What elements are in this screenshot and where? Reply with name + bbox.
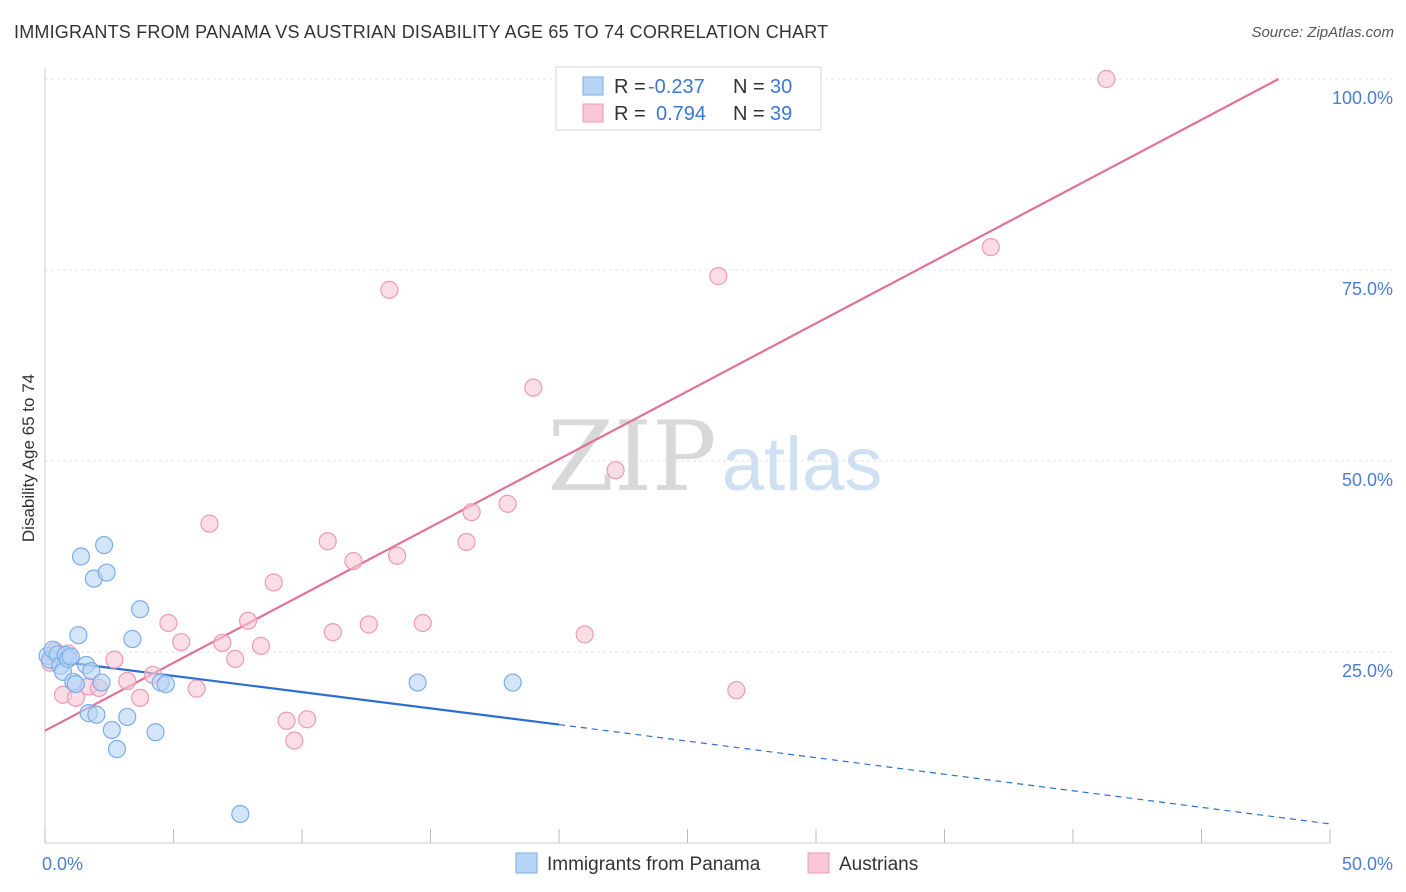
axes (44, 68, 1331, 844)
point-austrians-26 (359, 615, 378, 634)
legend-swatch-austrians (582, 103, 604, 123)
legend-n-value-panama: 30 (770, 76, 792, 98)
point-austrians-17 (238, 611, 258, 630)
point-panama-21 (102, 720, 121, 740)
series-legend: Immigrants from Panama Austrians (515, 852, 918, 875)
point-panama-26 (146, 723, 165, 742)
legend-n-label-panama: N = (733, 76, 765, 98)
point-panama-24 (123, 629, 142, 649)
point-austrians-24 (318, 532, 337, 551)
point-panama-30 (408, 673, 427, 692)
point-panama-22 (107, 739, 127, 759)
point-panama-10 (66, 674, 85, 694)
y-tick-label-25: 25.0% (1342, 661, 1393, 681)
point-austrians-40 (1097, 69, 1116, 89)
point-panama-23 (118, 707, 137, 727)
legend-n-value-austrians: 39 (770, 103, 792, 125)
point-panama-12 (71, 547, 91, 566)
point-panama-18 (92, 673, 111, 692)
watermark-atlas: atlas (722, 422, 883, 507)
point-austrians-23 (323, 623, 342, 642)
point-panama-20 (97, 563, 116, 582)
point-austrians-32 (498, 494, 517, 513)
tick-labels: 25.0% 50.0% 75.0% 100.0% 0.0% 50.0% (42, 88, 1393, 874)
point-austrians-13 (187, 679, 206, 698)
point-austrians-15 (213, 633, 232, 652)
correlation-legend: R = -0.237 N = 30 R = 0.794 N = 39 (555, 66, 822, 131)
source-credit: Source: ZipAtlas.com (1251, 24, 1394, 41)
point-panama-19 (95, 535, 114, 555)
y-tick-label-50: 50.0% (1342, 470, 1393, 490)
point-panama-31 (503, 673, 522, 692)
legend-n-label-austrians: N = (733, 103, 765, 125)
legend-r-value-austrians: 0.794 (656, 103, 706, 125)
trend-line-austrians (44, 78, 1280, 732)
point-austrians-19 (264, 573, 283, 592)
point-austrians-31 (462, 503, 481, 522)
point-austrians-8 (118, 671, 137, 691)
point-austrians-12 (172, 632, 191, 652)
bottom-legend-label-panama: Immigrants from Panama (547, 854, 761, 875)
trend-line-panama-extension (558, 723, 1331, 825)
bottom-legend-swatch-panama (515, 852, 538, 874)
y-axis-label: Disability Age 65 to 74 (19, 374, 38, 542)
point-austrians-9 (130, 688, 150, 707)
watermark: ZIP atlas (547, 401, 882, 513)
point-austrians-33 (524, 378, 543, 397)
point-austrians-18 (251, 636, 270, 655)
chart-title: IMMIGRANTS FROM PANAMA VS AUSTRIAN DISAB… (14, 22, 829, 42)
point-austrians-39 (981, 237, 1000, 257)
point-austrians-16 (226, 649, 245, 668)
point-austrians-20 (277, 711, 296, 730)
point-austrians-27 (380, 280, 399, 299)
point-austrians-30 (457, 532, 476, 552)
point-austrians-35 (606, 461, 625, 480)
grid-lines (45, 78, 1392, 653)
point-austrians-29 (413, 613, 432, 633)
legend-swatch-panama (582, 76, 604, 96)
point-austrians-14 (200, 514, 219, 533)
point-panama-25 (130, 600, 150, 619)
point-panama-17 (87, 705, 106, 724)
point-austrians-22 (298, 710, 317, 729)
point-austrians-21 (285, 731, 304, 750)
point-austrians-37 (727, 681, 746, 700)
point-panama-11 (69, 626, 88, 645)
point-austrians-11 (159, 613, 178, 633)
point-austrians-28 (387, 546, 407, 565)
point-austrians-34 (575, 625, 594, 644)
point-austrians-7 (105, 650, 124, 669)
legend-r-label-panama: R = (614, 76, 646, 98)
trend-line-panama (44, 658, 560, 726)
x-tick-label-0: 0.0% (42, 854, 83, 874)
y-tick-label-75: 75.0% (1342, 279, 1393, 299)
bottom-legend-swatch-austrians (807, 852, 830, 874)
watermark-zip: ZIP (547, 401, 716, 513)
point-panama-15 (82, 661, 101, 681)
point-panama-28 (156, 674, 175, 694)
point-austrians-36 (709, 267, 728, 286)
point-panama-29 (231, 804, 250, 824)
legend-r-value-panama: -0.237 (648, 76, 705, 98)
point-panama-8 (61, 647, 80, 666)
point-austrians-25 (344, 551, 363, 571)
x-tick-label-50: 50.0% (1342, 854, 1393, 874)
bottom-legend-label-austrians: Austrians (839, 854, 918, 875)
legend-r-label-austrians: R = (614, 103, 646, 125)
y-tick-label-100: 100.0% (1332, 88, 1393, 108)
